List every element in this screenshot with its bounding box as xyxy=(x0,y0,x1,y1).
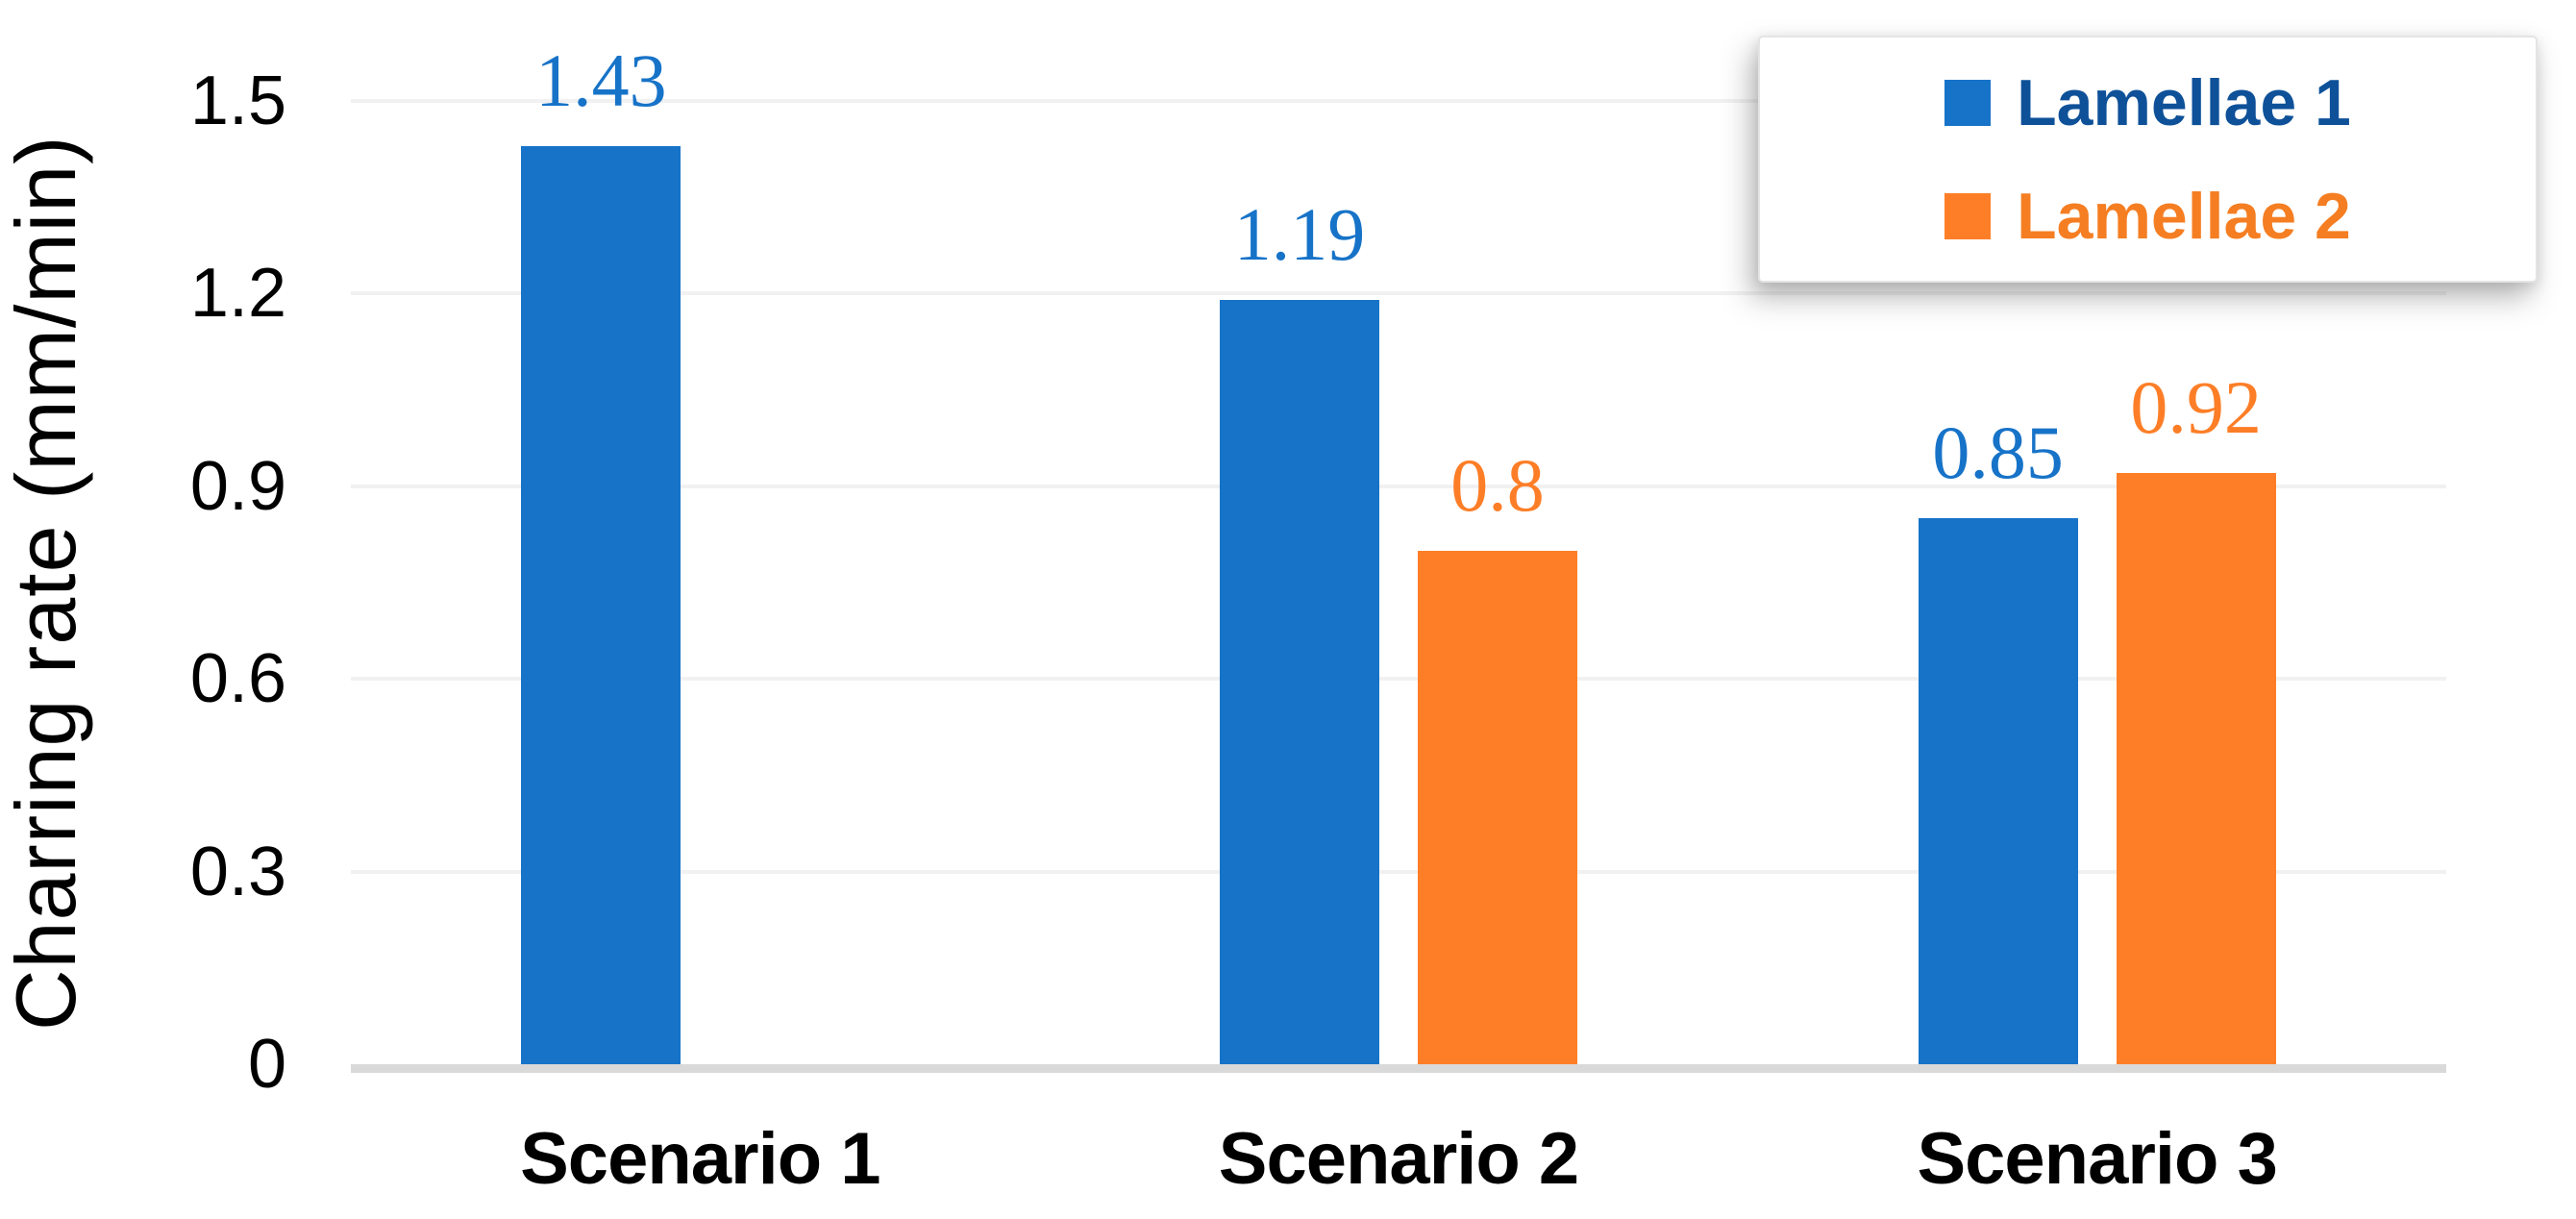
x-axis-label-scenario-3: Scenario 3 xyxy=(1917,1118,2277,1200)
legend-item-lamellae-1: Lamellae 1 xyxy=(1760,46,2536,160)
bar-lamellae-2-scenario-3 xyxy=(2116,473,2276,1064)
y-tick-label: 0.3 xyxy=(189,833,286,910)
y-tick-label: 0 xyxy=(247,1026,286,1103)
value-label-lamellae-2-scenario-3: 0.92 xyxy=(2130,365,2262,450)
y-tick-label: 0.9 xyxy=(189,447,286,525)
legend-label-lamellae-2: Lamellae 2 xyxy=(2017,179,2351,253)
gridline xyxy=(351,484,2446,488)
y-tick-label: 1.2 xyxy=(189,255,286,333)
gridline xyxy=(351,291,2446,296)
value-label-lamellae-1-scenario-2: 1.19 xyxy=(1233,192,1366,277)
gridline xyxy=(351,99,2446,103)
bar-lamellae-1-scenario-1 xyxy=(521,145,681,1064)
value-label-lamellae-1-scenario-1: 1.43 xyxy=(535,37,667,122)
lamellae-1-marker-icon xyxy=(1944,79,1992,126)
y-tick-label: 1.5 xyxy=(189,62,286,139)
bar-lamellae-1-scenario-3 xyxy=(1918,518,2078,1064)
y-axis-title: Charring rate (mm/min) xyxy=(0,135,93,1031)
y-tick-label: 0.6 xyxy=(189,640,286,718)
bar-lamellae-2-scenario-2 xyxy=(1418,550,1577,1064)
x-axis-label-scenario-1: Scenario 1 xyxy=(520,1118,880,1200)
gridline xyxy=(351,677,2446,682)
lamellae-2-marker-icon xyxy=(1944,192,1992,239)
legend-item-lamellae-2: Lamellae 2 xyxy=(1760,160,2536,273)
value-label-lamellae-1-scenario-3: 0.85 xyxy=(1932,410,2064,495)
legend-label-lamellae-1: Lamellae 1 xyxy=(2017,65,2351,139)
x-axis-label-scenario-2: Scenario 2 xyxy=(1218,1118,1579,1200)
legend: Lamellae 1 Lamellae 2 xyxy=(1758,36,2538,283)
x-axis-line xyxy=(351,1064,2446,1073)
value-label-lamellae-2-scenario-2: 0.8 xyxy=(1450,442,1545,527)
gridline xyxy=(351,869,2446,874)
bar-lamellae-1-scenario-2 xyxy=(1220,300,1379,1064)
